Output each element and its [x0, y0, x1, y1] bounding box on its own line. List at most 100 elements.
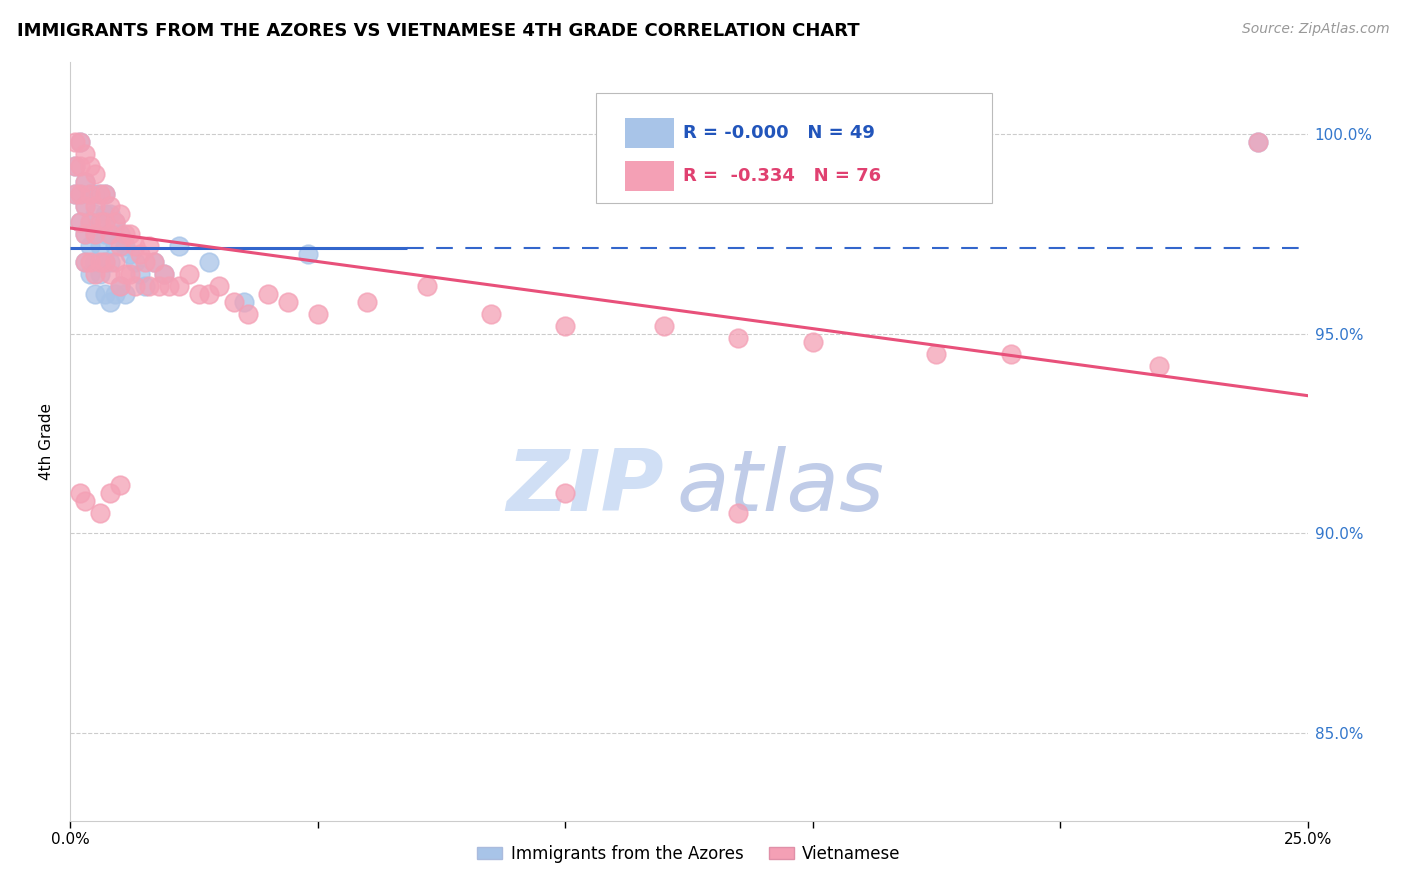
Point: [84, 167, 107, 181]
Point: [134, 279, 156, 293]
Point: [94, 215, 117, 229]
Point: [138, 279, 160, 293]
Point: [153, 267, 176, 281]
Point: [75, 227, 97, 241]
Point: [108, 227, 131, 241]
Point: [89, 267, 111, 281]
Point: [89, 215, 111, 229]
Point: [222, 294, 245, 309]
Point: [79, 267, 101, 281]
Point: [69, 187, 91, 202]
Point: [104, 215, 127, 229]
Point: [94, 255, 117, 269]
Point: [75, 227, 97, 241]
Point: [167, 279, 190, 293]
Point: [79, 159, 101, 173]
Point: [98, 227, 121, 241]
Point: [415, 279, 437, 293]
Point: [177, 267, 200, 281]
Point: [75, 199, 97, 213]
Point: [257, 286, 280, 301]
Point: [84, 227, 107, 241]
Point: [94, 187, 117, 202]
Point: [198, 286, 221, 301]
Point: [98, 207, 121, 221]
Point: [84, 286, 107, 301]
Point: [208, 279, 231, 293]
Point: [84, 255, 107, 269]
Point: [1247, 135, 1270, 149]
Point: [84, 207, 107, 221]
Point: [75, 255, 97, 269]
Point: [98, 255, 121, 269]
Point: [143, 255, 166, 269]
Point: [75, 175, 97, 189]
Point: [104, 286, 127, 301]
Point: [143, 255, 166, 269]
Point: [69, 187, 91, 202]
Point: [94, 207, 117, 221]
Point: [554, 486, 576, 500]
Point: [128, 267, 150, 281]
Point: [79, 187, 101, 202]
Text: R = -0.000   N = 49: R = -0.000 N = 49: [683, 124, 875, 142]
Point: [232, 294, 254, 309]
Point: [153, 267, 176, 281]
Point: [98, 294, 121, 309]
Point: [79, 187, 101, 202]
Point: [75, 175, 97, 189]
Point: [65, 159, 87, 173]
Point: [84, 227, 107, 241]
Point: [1147, 359, 1170, 373]
Point: [138, 239, 160, 253]
Point: [89, 187, 111, 202]
Point: [89, 255, 111, 269]
Point: [75, 494, 97, 508]
Point: [69, 215, 91, 229]
Point: [89, 187, 111, 202]
Point: [297, 247, 319, 261]
Point: [75, 147, 97, 161]
Point: [89, 215, 111, 229]
Point: [114, 267, 136, 281]
Point: [79, 215, 101, 229]
Point: [925, 347, 948, 361]
Point: [114, 239, 136, 253]
Point: [84, 267, 107, 281]
FancyBboxPatch shape: [624, 118, 673, 148]
Point: [307, 307, 329, 321]
Point: [124, 279, 146, 293]
Point: [94, 227, 117, 241]
Point: [65, 187, 87, 202]
Point: [108, 239, 131, 253]
Point: [108, 279, 131, 293]
Y-axis label: 4th Grade: 4th Grade: [39, 403, 55, 480]
Point: [118, 247, 141, 261]
Point: [104, 239, 127, 253]
Text: R =  -0.334   N = 76: R = -0.334 N = 76: [683, 167, 882, 186]
Point: [75, 199, 97, 213]
Point: [104, 215, 127, 229]
Point: [79, 215, 101, 229]
FancyBboxPatch shape: [624, 161, 673, 191]
Point: [198, 255, 221, 269]
Point: [118, 227, 141, 241]
Point: [652, 318, 675, 333]
Point: [108, 207, 131, 221]
Point: [118, 267, 141, 281]
Text: IMMIGRANTS FROM THE AZORES VS VIETNAMESE 4TH GRADE CORRELATION CHART: IMMIGRANTS FROM THE AZORES VS VIETNAMESE…: [17, 22, 859, 40]
Point: [188, 286, 211, 301]
Point: [69, 159, 91, 173]
Point: [1247, 135, 1270, 149]
Point: [84, 199, 107, 213]
Point: [69, 135, 91, 149]
Point: [277, 294, 299, 309]
Point: [727, 507, 749, 521]
Point: [79, 239, 101, 253]
Point: [114, 227, 136, 241]
Point: [89, 507, 111, 521]
Point: [94, 255, 117, 269]
Point: [554, 318, 576, 333]
Point: [356, 294, 378, 309]
Point: [124, 255, 146, 269]
